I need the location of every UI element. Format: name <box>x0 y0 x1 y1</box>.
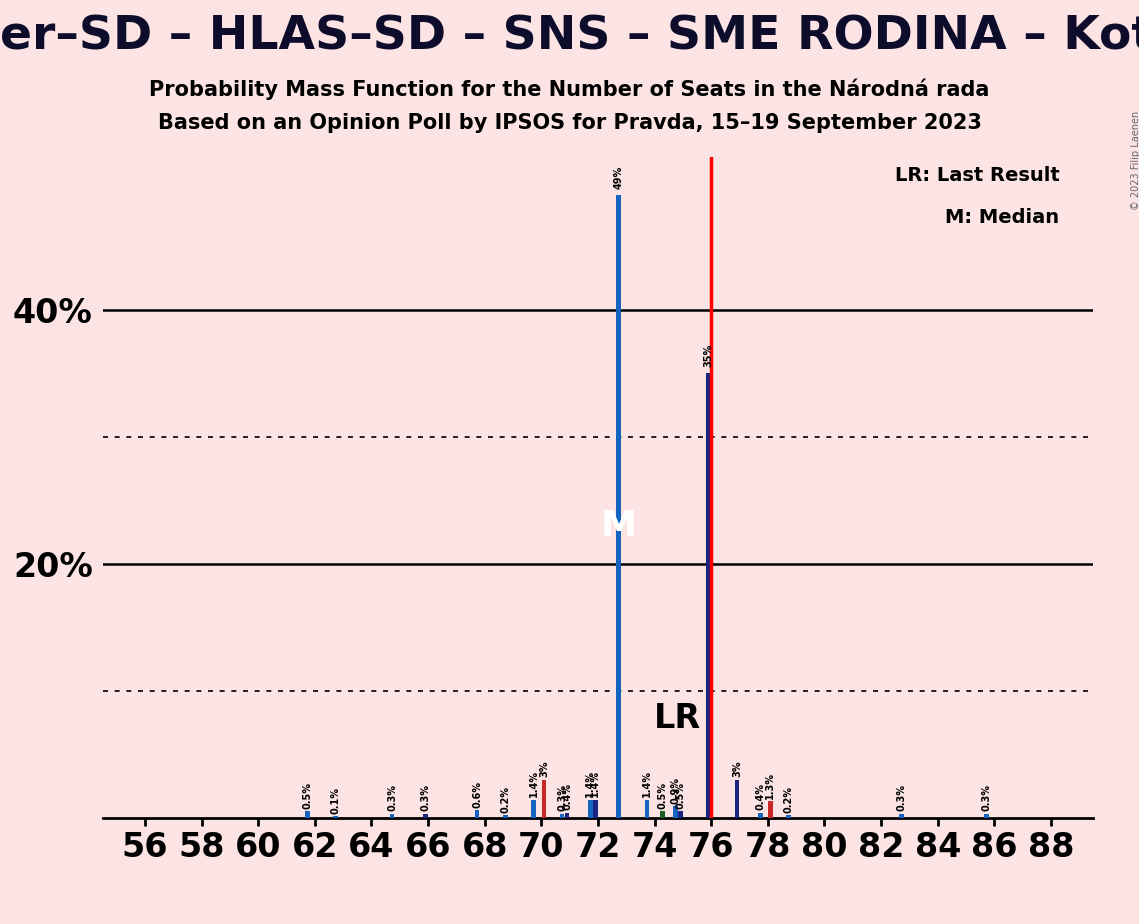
Bar <box>673 807 678 818</box>
Text: 49%: 49% <box>614 165 624 188</box>
Bar <box>645 800 649 818</box>
Text: 0.5%: 0.5% <box>302 782 312 808</box>
Text: 1.4%: 1.4% <box>642 771 652 797</box>
Text: Based on an Opinion Poll by IPSOS for Pravda, 15–19 September 2023: Based on an Opinion Poll by IPSOS for Pr… <box>157 113 982 133</box>
Text: 0.3%: 0.3% <box>387 784 398 811</box>
Text: © 2023 Filip Laenen: © 2023 Filip Laenen <box>1131 111 1139 210</box>
Bar <box>678 811 682 818</box>
Text: LR: Last Result: LR: Last Result <box>894 166 1059 186</box>
Text: 0.5%: 0.5% <box>675 782 686 808</box>
Bar <box>424 814 428 818</box>
Bar <box>559 814 564 818</box>
Text: 0.9%: 0.9% <box>670 777 680 804</box>
Text: 0.3%: 0.3% <box>557 784 567 811</box>
Bar <box>900 814 904 818</box>
Bar <box>735 780 739 818</box>
Text: 1.4%: 1.4% <box>585 771 596 797</box>
Text: 1.4%: 1.4% <box>528 771 539 797</box>
Bar <box>541 780 547 818</box>
Text: 0.1%: 0.1% <box>330 787 341 814</box>
Text: M: Median: M: Median <box>945 208 1059 227</box>
Text: er–SD – HLAS–SD – SNS – SME RODINA – Kotleba–ĽŠ: er–SD – HLAS–SD – SNS – SME RODINA – Kot… <box>0 14 1139 59</box>
Bar <box>593 800 598 818</box>
Text: LR: LR <box>654 702 702 736</box>
Bar <box>305 811 310 818</box>
Text: 1.3%: 1.3% <box>765 772 776 798</box>
Text: 3%: 3% <box>539 760 549 777</box>
Bar <box>616 195 621 818</box>
Bar <box>984 814 989 818</box>
Text: 0.2%: 0.2% <box>500 785 510 813</box>
Text: 3%: 3% <box>732 760 741 777</box>
Text: 0.3%: 0.3% <box>982 784 992 811</box>
Bar <box>532 800 536 818</box>
Text: 0.4%: 0.4% <box>563 784 572 810</box>
Text: M: M <box>600 508 637 542</box>
Text: 35%: 35% <box>704 344 714 367</box>
Text: 0.2%: 0.2% <box>784 785 794 813</box>
Text: Probability Mass Function for the Number of Seats in the Národná rada: Probability Mass Function for the Number… <box>149 79 990 100</box>
Text: 1.4%: 1.4% <box>590 771 600 797</box>
Text: 0.3%: 0.3% <box>896 784 907 811</box>
Bar <box>334 817 338 818</box>
Bar <box>565 813 570 818</box>
Text: 0.6%: 0.6% <box>472 781 482 808</box>
Text: 0.3%: 0.3% <box>420 784 431 811</box>
Bar <box>768 801 772 818</box>
Bar <box>503 815 508 818</box>
Bar <box>659 811 664 818</box>
Bar <box>706 373 711 818</box>
Bar <box>757 813 762 818</box>
Bar <box>475 810 480 818</box>
Bar <box>786 815 790 818</box>
Text: 0.4%: 0.4% <box>755 784 765 810</box>
Bar <box>588 800 592 818</box>
Bar <box>390 814 394 818</box>
Text: 0.5%: 0.5% <box>657 782 667 808</box>
